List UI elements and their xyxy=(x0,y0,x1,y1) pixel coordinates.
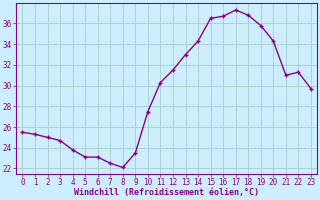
X-axis label: Windchill (Refroidissement éolien,°C): Windchill (Refroidissement éolien,°C) xyxy=(74,188,259,197)
